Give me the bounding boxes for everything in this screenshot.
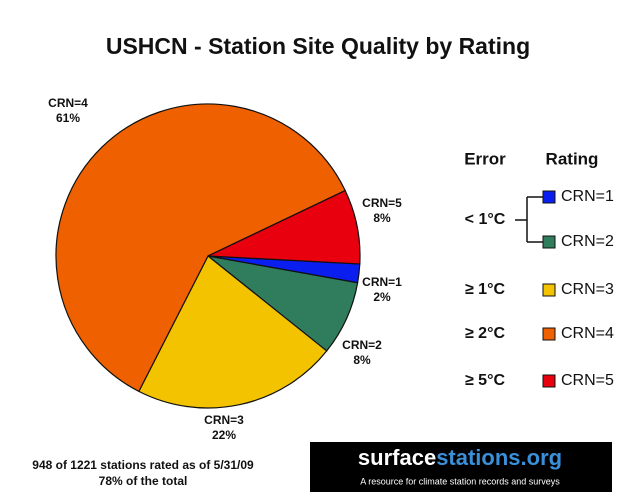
slice-label: CRN=3 bbox=[204, 413, 244, 427]
error-label: < 1°C bbox=[465, 211, 506, 228]
legend-header: Error bbox=[464, 149, 506, 168]
pie-slice bbox=[207, 189, 361, 265]
footnote: 948 of 1221 stations rated as of 5/31/09 bbox=[32, 458, 254, 472]
slice-label: CRN=2 bbox=[342, 338, 382, 352]
legend-swatch bbox=[542, 374, 556, 388]
slice-label: CRN=1 bbox=[362, 275, 402, 289]
logo-tagline: A resource for climate station records a… bbox=[360, 476, 560, 486]
legend-swatch bbox=[542, 283, 556, 297]
footnote: 78% of the total bbox=[99, 474, 188, 488]
legend-label: CRN=2 bbox=[561, 233, 614, 250]
slice-value-label: 61% bbox=[56, 111, 80, 125]
pie-slice bbox=[138, 255, 328, 409]
legend-swatch bbox=[542, 235, 556, 249]
logo-part: surface bbox=[358, 445, 436, 470]
legend-label: CRN=1 bbox=[561, 188, 614, 205]
slice-value-label: 8% bbox=[373, 211, 391, 225]
slice-value-label: 8% bbox=[353, 353, 371, 367]
logo-text: surfacestations.org bbox=[358, 445, 562, 470]
legend-label: CRN=3 bbox=[561, 281, 614, 298]
legend-bracket bbox=[515, 196, 543, 243]
error-label: ≥ 2°C bbox=[465, 325, 506, 342]
slice-label: CRN=4 bbox=[48, 96, 88, 110]
legend-swatch bbox=[542, 190, 556, 204]
slice-value-label: 22% bbox=[212, 428, 236, 442]
slice-value-label: 2% bbox=[373, 290, 391, 304]
error-label: ≥ 1°C bbox=[465, 281, 506, 298]
legend-label: CRN=5 bbox=[561, 372, 614, 389]
legend-swatch bbox=[542, 327, 556, 341]
pie-slice bbox=[55, 103, 346, 393]
legend-label: CRN=4 bbox=[561, 325, 614, 342]
error-label: ≥ 5°C bbox=[465, 372, 506, 389]
logo-box bbox=[310, 442, 612, 492]
slice-label: CRN=5 bbox=[362, 196, 402, 210]
logo-part: stations.org bbox=[436, 445, 562, 470]
legend-header: Rating bbox=[546, 149, 599, 168]
pie bbox=[55, 103, 361, 409]
chart-title: USHCN - Station Site Quality by Rating bbox=[106, 33, 530, 59]
